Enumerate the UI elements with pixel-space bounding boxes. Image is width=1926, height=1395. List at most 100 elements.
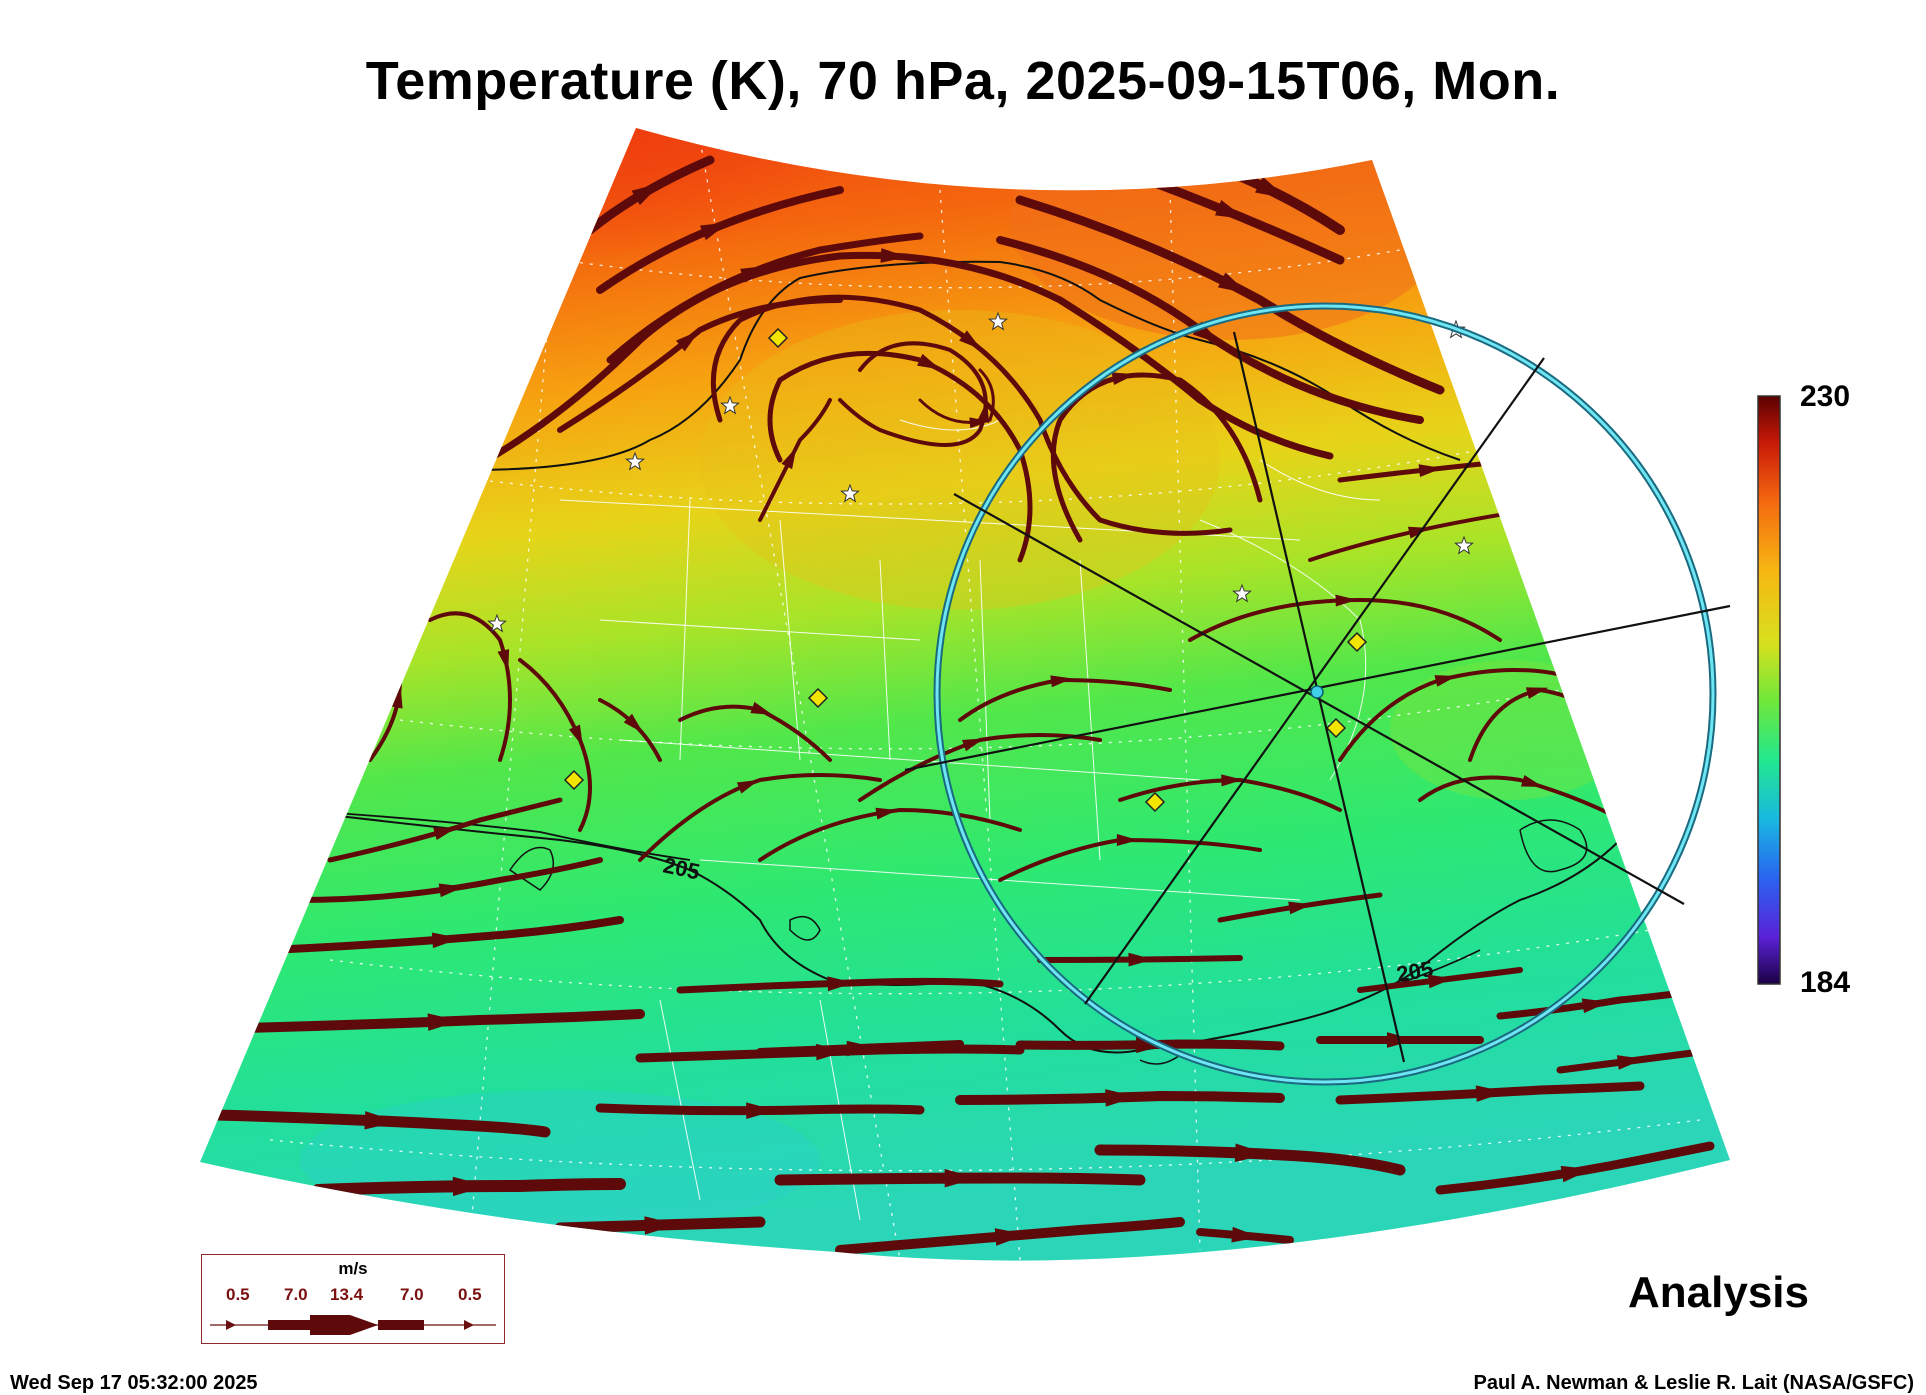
star-marker	[487, 613, 507, 633]
streamline	[209, 1109, 551, 1138]
diamond-marker	[1325, 717, 1347, 739]
streamline-arrowhead	[959, 330, 982, 350]
streamline-arrowhead	[438, 883, 465, 898]
streamline-arrowhead	[1050, 675, 1073, 688]
streamline-arrowhead	[1234, 1143, 1269, 1162]
streamline-arrowhead	[1418, 464, 1443, 478]
streamline-arrowhead	[1335, 594, 1358, 607]
streamline-arrowhead	[1288, 901, 1313, 915]
streamline	[710, 294, 1233, 536]
colorbar	[1757, 395, 1781, 985]
streamline-arrowhead	[944, 1168, 978, 1188]
streamline	[297, 857, 603, 903]
streamline-arrowhead	[846, 1040, 876, 1057]
streamline-arrowhead	[1525, 687, 1549, 699]
range-ring	[904, 302, 1731, 1086]
streamline-arrowhead	[1616, 1055, 1645, 1070]
streamline-arrowhead	[827, 976, 855, 992]
streamline	[1435, 1141, 1715, 1195]
streamline	[638, 773, 882, 862]
streamline-arrowhead	[746, 1102, 777, 1119]
streamline	[1335, 1081, 1645, 1105]
streamline-arrowhead	[994, 1228, 1027, 1246]
legend-arrow-scale	[210, 1315, 496, 1335]
streamline	[758, 807, 1022, 862]
streamline-arrowhead	[568, 724, 584, 747]
legend-value: 0.5	[458, 1285, 482, 1304]
streamline	[1015, 195, 1445, 395]
streamline	[758, 398, 832, 522]
streamline	[1015, 1039, 1285, 1051]
streamline-arrowhead	[1221, 774, 1243, 787]
streamline-arrowhead	[1128, 952, 1154, 967]
streamline-arrowhead	[631, 182, 662, 206]
streamline-arrowhead	[1520, 774, 1544, 787]
streamline-arrowhead	[1255, 176, 1288, 199]
streamline-arrowhead	[699, 222, 729, 241]
star-marker	[720, 395, 740, 415]
streamline-arrowhead	[427, 1013, 460, 1031]
streamline	[312, 1178, 626, 1196]
plot-title: Temperature (K), 70 hPa, 2025-09-15T06, …	[365, 51, 1561, 111]
streamline	[266, 916, 624, 954]
diamond-marker	[767, 327, 789, 349]
streamline	[327, 797, 563, 863]
wind-speed-legend: m/s 0.5 7.0 13.4 7.0 0.5	[201, 1254, 505, 1344]
star-marker	[988, 311, 1008, 331]
streamline	[835, 1217, 1185, 1255]
streamline	[595, 1103, 925, 1116]
streamline-arrowhead	[431, 932, 461, 949]
streamline-arrowhead	[1111, 372, 1136, 386]
streamline	[428, 611, 512, 762]
streamline-arrowhead	[736, 779, 760, 794]
streamline-arrowhead	[497, 649, 510, 672]
streamline-arrowhead	[1217, 272, 1249, 294]
streamline	[466, 251, 1334, 474]
streamline-arrowhead	[644, 1216, 678, 1235]
streamline-arrowhead	[1214, 199, 1246, 219]
streamline	[1094, 1144, 1406, 1176]
diamond-marker	[563, 769, 585, 791]
streamline-arrowhead	[1475, 1085, 1507, 1102]
diamond-marker	[1144, 791, 1166, 813]
streamline-arrowhead	[676, 330, 700, 352]
legend-value: 13.4	[330, 1285, 364, 1304]
streamline-arrowhead	[750, 701, 773, 715]
streamline-arrowhead	[880, 248, 908, 263]
coastlines	[329, 260, 1621, 1221]
colorbar-min-label: 184	[1800, 966, 1851, 999]
star-marker	[1454, 535, 1474, 555]
star-marker	[840, 483, 860, 503]
diamond-marker	[807, 687, 829, 709]
streamline-arrowhead	[1105, 1089, 1138, 1107]
timestamp: Wed Sep 17 05:32:00 2025	[10, 1372, 258, 1394]
streamline-arrowhead	[875, 807, 898, 820]
center-point	[1310, 685, 1324, 699]
streamline-arrowhead	[623, 713, 644, 734]
legend-value: 7.0	[284, 1285, 308, 1304]
streamline-arrowhead	[1560, 1165, 1592, 1183]
temperature-field	[200, 128, 1730, 1261]
streamline	[1496, 988, 1694, 1020]
streamline	[774, 1172, 1146, 1186]
streamline-arrowhead	[1581, 998, 1610, 1014]
streamline-arrowhead	[452, 1176, 488, 1197]
streamline	[838, 341, 988, 447]
star-marker	[1232, 583, 1252, 603]
streamline	[918, 368, 995, 424]
streamline-arrowhead	[1231, 1226, 1261, 1243]
legend-unit: m/s	[338, 1259, 368, 1278]
wind-streamlines	[209, 155, 1715, 1255]
streamline-arrowhead	[977, 400, 990, 423]
streamline-arrowhead	[1386, 1032, 1416, 1048]
colorbar-max-label: 230	[1800, 380, 1851, 413]
streamline-arrowhead	[364, 1111, 399, 1130]
streamline-arrowhead	[962, 738, 985, 752]
streamline-arrowhead	[969, 417, 990, 429]
legend-value: 0.5	[226, 1285, 250, 1304]
streamline	[1188, 597, 1502, 642]
streamline-arrowhead	[781, 447, 797, 470]
diamond-marker	[1346, 631, 1368, 653]
streamline-arrowhead	[1116, 834, 1139, 846]
